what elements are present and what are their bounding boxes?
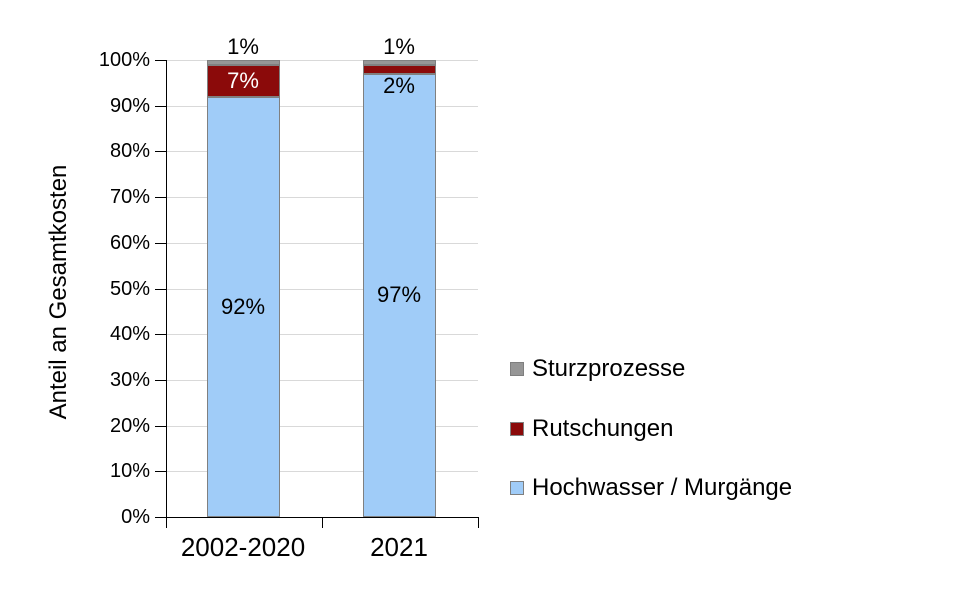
data-label-hochwasser-murgaenge-2021: 97%: [376, 282, 422, 308]
y-tick-label-80: 80%: [109, 140, 150, 163]
bar-segment-sturzprozesse-2021: [362, 60, 436, 65]
y-tick-80: [155, 151, 166, 153]
data-label-rutschungen-2002-2020: 7%: [227, 67, 259, 93]
x-tick-0: [166, 517, 167, 528]
gridline-90pct: [166, 105, 478, 107]
y-tick-label-0: 0%: [121, 506, 150, 528]
gridline-50pct: [166, 288, 478, 290]
legend-item-sturzprozesse: Sturzprozesse: [510, 357, 685, 381]
data-label-hochwasser-murgaenge-2002-2020: 92%: [220, 293, 266, 319]
y-tick-label-50: 50%: [109, 277, 150, 300]
y-tick-label-30: 30%: [109, 368, 150, 391]
bar-segment-sturzprozesse-2002-2020: [206, 60, 280, 65]
y-tick-0: [155, 517, 166, 518]
y-tick-50: [155, 288, 166, 290]
x-category-label-2021: 2021: [370, 532, 428, 562]
gridline-20pct: [166, 425, 478, 427]
legend-label-hochwasser-murgaenge: Hochwasser / Murgänge: [532, 474, 793, 501]
y-tick-label-70: 70%: [109, 186, 150, 209]
y-tick-100: [155, 60, 166, 61]
gridline-70pct: [166, 197, 478, 199]
gridline-30pct: [166, 379, 478, 381]
y-axis-line: [166, 60, 167, 518]
y-tick-label-20: 20%: [109, 414, 150, 437]
data-label-sturzprozesse-2002-2020: 1%: [227, 34, 259, 59]
gridline-10pct: [166, 471, 478, 473]
y-tick-90: [155, 105, 166, 107]
gridline-80pct: [166, 151, 478, 153]
y-tick-40: [155, 334, 166, 336]
legend-marker-hochwasser-murgaenge: [510, 481, 524, 495]
legend-label-sturzprozesse: Sturzprozesse: [532, 355, 686, 382]
y-tick-label-60: 60%: [109, 231, 150, 254]
legend-item-hochwasser-murgaenge: Hochwasser / Murgänge: [510, 476, 792, 500]
bar-segment-rutschungen-2021: [362, 64, 436, 74]
y-tick-60: [155, 242, 166, 244]
y-tick-30: [155, 379, 166, 381]
legend-marker-rutschungen: [510, 422, 524, 436]
gridline-40pct: [166, 334, 478, 336]
legend-item-rutschungen: Rutschungen: [510, 417, 673, 441]
gridline-100pct: [166, 60, 478, 61]
x-tick-2: [478, 517, 479, 528]
legend-marker-sturzprozesse: [510, 362, 524, 376]
legend-label-rutschungen: Rutschungen: [532, 415, 674, 442]
y-tick-label-10: 10%: [109, 460, 150, 483]
bar-segment-hochwasser-murgaenge-2002-2020: [206, 96, 280, 517]
y-tick-10: [155, 471, 166, 473]
x-category-label-2002-2020: 2002-2020: [180, 532, 306, 562]
x-tick-1: [322, 517, 323, 528]
y-tick-label-40: 40%: [109, 323, 150, 346]
gridline-60pct: [166, 242, 478, 244]
data-label-sturzprozesse-2021: 1%: [383, 34, 415, 59]
y-tick-label-100: 100%: [98, 49, 150, 71]
bar-segment-hochwasser-murgaenge-2021: [362, 73, 436, 517]
data-label-rutschungen-2021: 2%: [383, 72, 415, 98]
y-tick-70: [155, 197, 166, 199]
y-tick-20: [155, 425, 166, 427]
bar-segment-rutschungen-2002-2020: [206, 64, 280, 97]
y-tick-label-90: 90%: [109, 94, 150, 117]
